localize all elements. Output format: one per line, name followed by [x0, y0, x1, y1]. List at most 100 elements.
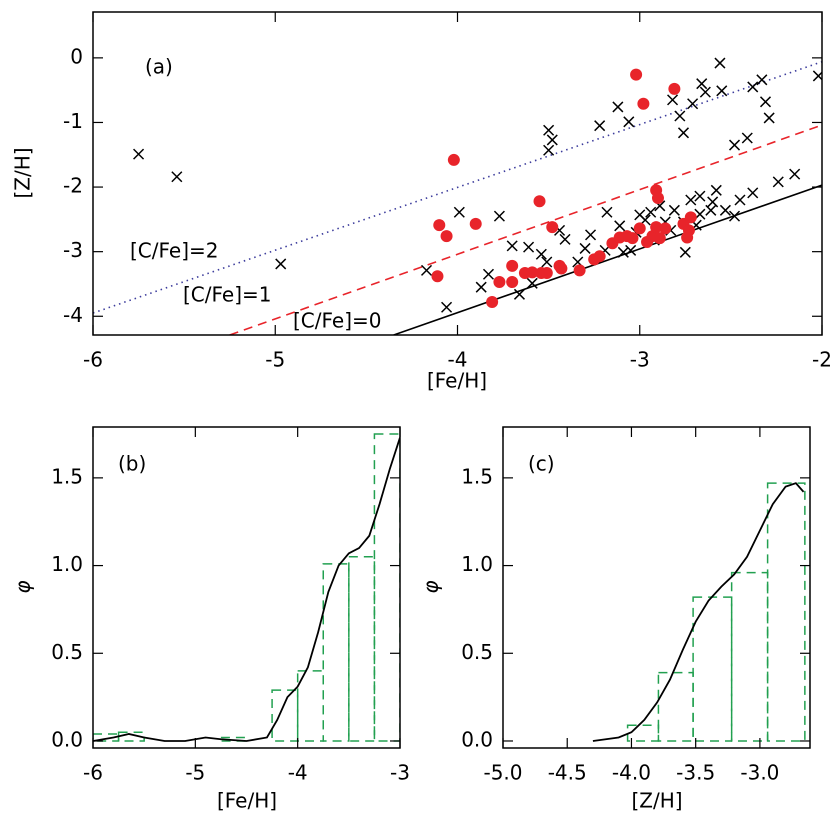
dot-point: [431, 270, 444, 283]
dot-point: [493, 276, 506, 289]
cross-point: [741, 132, 753, 144]
x-tick-label: -6: [83, 348, 103, 372]
y-tick-label: 1.0: [51, 552, 83, 576]
cross-point: [714, 57, 726, 69]
annotation: (b): [118, 452, 146, 476]
reference-line: [393, 184, 822, 335]
cross-point: [275, 258, 287, 270]
histogram-bar: [271, 689, 299, 742]
plot-area: [93, 433, 400, 742]
y-tick-label: 0.5: [51, 640, 83, 664]
dot-point: [506, 259, 519, 272]
cross-point: [420, 264, 433, 276]
cross-point: [674, 110, 686, 122]
x-tick-label: -3: [390, 761, 410, 785]
plot-area: [592, 482, 806, 742]
plot-area: [93, 57, 822, 335]
cross-point: [493, 210, 505, 222]
dot-point: [526, 266, 539, 279]
x-tick-label: -4.0: [612, 761, 651, 785]
cross-point: [707, 196, 719, 208]
dot-point: [433, 219, 446, 232]
y-tick-label: 0.0: [51, 727, 83, 751]
x-tick-label: -3: [630, 348, 650, 372]
cross-point: [789, 168, 801, 180]
annotation: [C/Fe]=1: [183, 283, 272, 307]
histogram-bar: [348, 556, 376, 742]
y-tick-label: 1.0: [461, 552, 493, 576]
dot-point: [630, 68, 643, 81]
y-axis-title: φ: [419, 580, 443, 593]
cross-point: [763, 112, 775, 124]
histogram-bar: [626, 724, 660, 742]
annotation: (c): [528, 452, 555, 476]
histogram-bar: [296, 670, 324, 742]
cross-point: [667, 94, 679, 106]
y-tick-label: -4: [63, 303, 83, 327]
cross-point: [543, 144, 555, 156]
y-axis-title: φ: [11, 580, 35, 593]
y-tick-label: -3: [63, 238, 83, 262]
y-tick-label: 0.0: [461, 727, 493, 751]
cross-point: [506, 240, 518, 252]
dot-point: [546, 221, 559, 234]
x-tick-label: -3.0: [740, 761, 779, 785]
cross-point: [594, 120, 606, 132]
x-tick-label: -3.5: [676, 761, 715, 785]
cross-point: [614, 220, 626, 232]
dot-point: [540, 266, 553, 279]
cross-point: [482, 268, 495, 280]
cross-point: [513, 288, 525, 300]
cross-point: [585, 229, 597, 241]
y-axis-title: [Z/H]: [11, 147, 35, 198]
histogram-bar: [730, 571, 769, 742]
cross-point: [772, 176, 784, 188]
cross-point: [685, 194, 697, 206]
x-tick-label: -4.5: [548, 761, 587, 785]
cross-point: [728, 210, 741, 222]
dot-point: [651, 192, 664, 205]
cross-point: [634, 209, 646, 221]
cross-point: [617, 246, 629, 258]
panel: -6 -5 -4 -3 -2 -4 -3 -2 -1 0 [Fe/H] [Z/H] (a) [C/Fe]=…: [11, 11, 830, 393]
cross-point: [453, 206, 465, 218]
cross-point: [541, 256, 553, 268]
reference-line: [229, 124, 822, 335]
histogram-bar: [657, 671, 694, 742]
x-tick-label: -4: [288, 761, 308, 785]
axes-frame: [92, 426, 401, 749]
cross-point: [696, 78, 708, 90]
cross-point: [687, 98, 699, 110]
cross-point: [543, 124, 555, 136]
x-tick-label: -5: [185, 761, 205, 785]
cross-point: [728, 139, 741, 151]
cross-point: [747, 81, 759, 93]
cross-point: [645, 206, 657, 218]
cross-point: [677, 127, 690, 139]
cross-point: [623, 116, 635, 128]
y-tick-label: 1.5: [461, 464, 493, 488]
cross-point: [668, 204, 680, 216]
histogram-bar: [93, 733, 120, 742]
dot-point: [650, 221, 663, 234]
histogram-bar: [766, 482, 806, 742]
axes-frame: [502, 426, 811, 749]
cross-point: [579, 242, 591, 254]
histogram-bar: [322, 563, 350, 742]
cross-point: [694, 190, 706, 202]
axes-frame: [92, 11, 823, 336]
dot-point: [682, 224, 695, 237]
histogram-bar: [692, 596, 733, 742]
dot-point: [440, 230, 453, 243]
cross-point: [475, 281, 487, 293]
dot-point: [593, 250, 606, 263]
dot-point: [659, 222, 672, 235]
annotation: [C/Fe]=0: [293, 309, 382, 333]
cross-point: [546, 134, 558, 146]
density-curve: [93, 437, 400, 742]
y-tick-label: -1: [63, 109, 83, 133]
dot-point: [447, 153, 460, 166]
histogram-bar: [373, 433, 400, 742]
x-axis-title: [Fe/H]: [427, 369, 487, 393]
